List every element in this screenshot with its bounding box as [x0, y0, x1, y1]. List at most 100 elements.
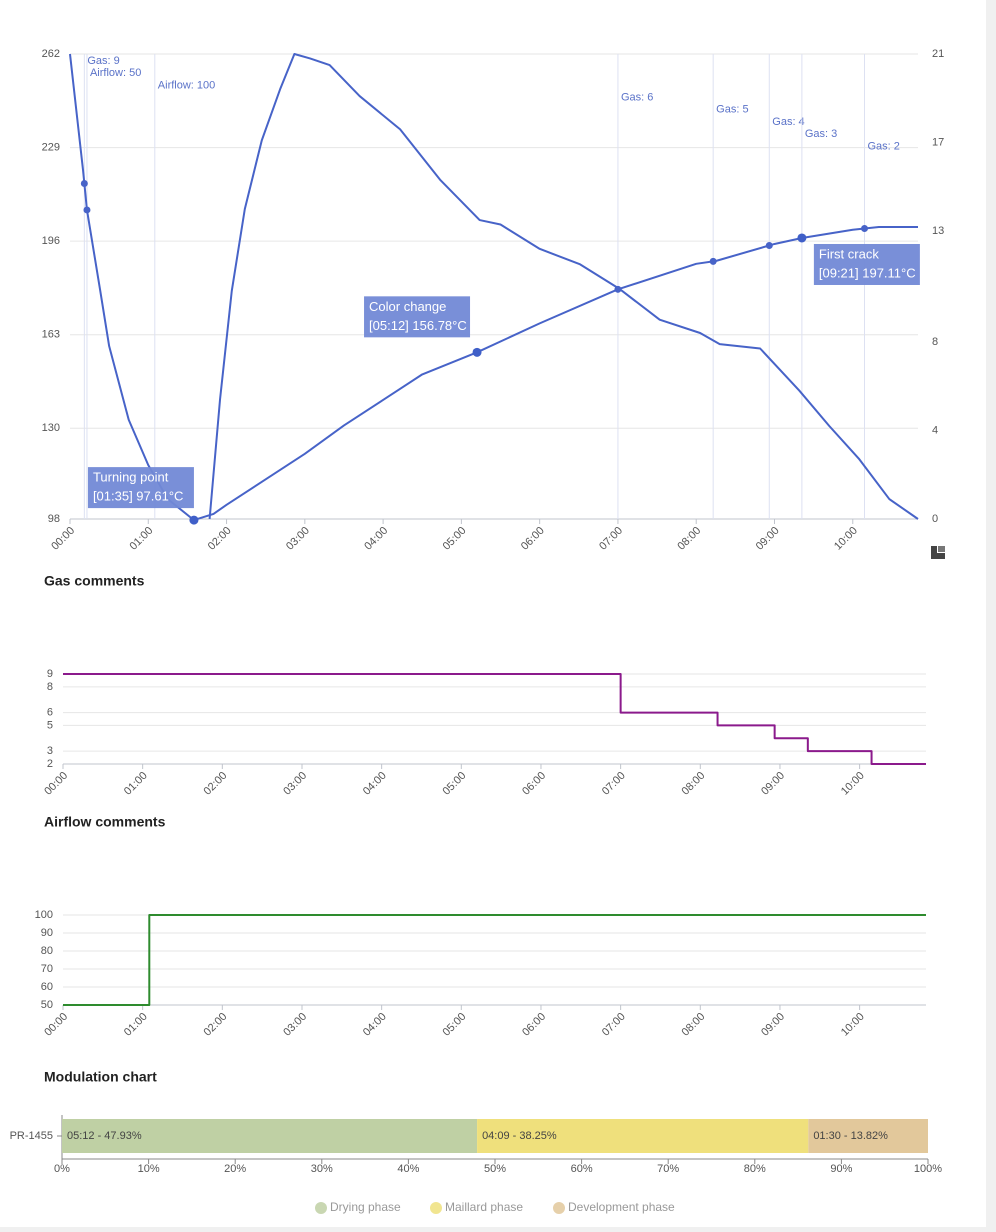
x-tick-label: 30%: [311, 1163, 333, 1175]
y2-tick-label: 8: [932, 336, 938, 348]
x-tick-label: 05:00: [441, 525, 469, 553]
annotation-label: Gas: 6: [621, 92, 653, 104]
x-tick-label: 50%: [484, 1163, 506, 1175]
x-tick-label: 03:00: [281, 770, 309, 798]
x-tick-label: 10:00: [832, 525, 860, 553]
x-tick-label: 08:00: [675, 525, 703, 553]
marker-detail: [05:12] 156.78°C: [369, 318, 467, 333]
x-tick-label: 04:00: [362, 525, 390, 553]
marker-box: [364, 296, 471, 338]
annotation-label: Gas: 3: [805, 128, 837, 140]
x-tick-label: 07:00: [600, 1011, 628, 1039]
chart-title: Gas comments: [44, 573, 145, 589]
bar-segment: [808, 1119, 928, 1153]
y-tick-label: 9: [47, 668, 53, 680]
marker-detail: [09:21] 197.11°C: [819, 265, 916, 280]
series-line: [63, 673, 926, 765]
legend-label: Development phase: [568, 1200, 675, 1214]
event-dot: [83, 206, 91, 214]
annotation-label: Gas: 2: [868, 140, 900, 152]
y-tick-label: 50: [41, 999, 53, 1011]
x-tick-label: 03:00: [284, 525, 312, 553]
legend-swatch: [430, 1202, 442, 1214]
y-tick-label: 90: [41, 927, 53, 939]
x-tick-label: 06:00: [520, 1011, 548, 1039]
legend-swatch: [553, 1202, 565, 1214]
y-tick-label: 98: [48, 513, 60, 525]
x-tick-label: 01:00: [122, 770, 150, 798]
y-tick-label: 6: [47, 706, 53, 718]
event-dot: [614, 285, 622, 293]
export-icon[interactable]: [931, 546, 945, 559]
x-tick-label: 00:00: [49, 525, 77, 553]
y-tick-label: 8: [47, 681, 53, 693]
x-tick-label: 07:00: [600, 770, 628, 798]
x-tick-label: 10:00: [839, 1011, 867, 1039]
marker-point: [189, 515, 199, 525]
x-tick-label: 00:00: [42, 1011, 70, 1039]
y2-tick-label: 17: [932, 136, 944, 148]
category-label: PR-1455: [10, 1130, 53, 1142]
annotation-label: Gas: 5: [716, 104, 748, 116]
value-label: 01:30 - 13.82%: [813, 1130, 888, 1142]
y-tick-label: 130: [42, 422, 60, 434]
legend-label: Drying phase: [330, 1200, 401, 1214]
annotation-label: Gas: 9: [87, 55, 119, 67]
x-tick-label: 90%: [830, 1163, 852, 1175]
value-label: 04:09 - 38.25%: [482, 1130, 557, 1142]
x-tick-label: 00:00: [42, 770, 70, 798]
marker-box: [813, 243, 920, 285]
legend-swatch: [315, 1202, 327, 1214]
bar-segment: [477, 1119, 809, 1153]
x-tick-label: 03:00: [281, 1011, 309, 1039]
y-tick-label: 2: [47, 758, 53, 770]
annotation-label: Airflow: 50: [90, 67, 141, 79]
y-tick-label: 60: [41, 981, 53, 993]
y2-tick-label: 0: [932, 513, 938, 525]
marker-point: [472, 347, 482, 357]
y-tick-label: 163: [42, 329, 60, 341]
y-tick-label: 100: [35, 909, 53, 921]
x-tick-label: 08:00: [680, 1011, 708, 1039]
chart-title: Modulation chart: [44, 1069, 157, 1085]
event-dot: [765, 241, 773, 249]
x-tick-label: 01:00: [128, 525, 156, 553]
y-tick-label: 229: [42, 141, 60, 153]
marker-label: First crack: [819, 246, 879, 261]
event-dot: [709, 257, 717, 265]
x-tick-label: 04:00: [361, 1011, 389, 1039]
series-line: [208, 53, 919, 520]
chart-title: Airflow comments: [44, 814, 166, 830]
y-tick-label: 262: [42, 48, 60, 60]
x-tick-label: 20%: [224, 1163, 246, 1175]
x-tick-label: 40%: [397, 1163, 419, 1175]
x-tick-label: 09:00: [759, 1011, 787, 1039]
x-tick-label: 02:00: [206, 525, 234, 553]
y-tick-label: 5: [47, 719, 53, 731]
y-tick-label: 196: [42, 235, 60, 247]
x-tick-label: 08:00: [680, 770, 708, 798]
value-label: 05:12 - 47.93%: [67, 1130, 142, 1142]
x-tick-label: 05:00: [441, 1011, 469, 1039]
event-dot: [80, 179, 88, 187]
marker-label: Turning point: [93, 470, 169, 485]
marker-box: [87, 467, 194, 509]
x-tick-label: 70%: [657, 1163, 679, 1175]
x-tick-label: 01:00: [122, 1011, 150, 1039]
marker-detail: [01:35] 97.61°C: [93, 489, 184, 504]
x-tick-label: 10%: [138, 1163, 160, 1175]
y2-tick-label: 4: [932, 424, 938, 436]
y-tick-label: 80: [41, 945, 53, 957]
annotation-label: Airflow: 100: [158, 79, 215, 91]
x-tick-label: 10:00: [839, 770, 867, 798]
x-tick-label: 100%: [914, 1163, 942, 1175]
x-tick-label: 60%: [571, 1163, 593, 1175]
x-tick-label: 80%: [744, 1163, 766, 1175]
x-tick-label: 06:00: [519, 525, 547, 553]
x-tick-label: 04:00: [361, 770, 389, 798]
x-tick-label: 0%: [54, 1163, 70, 1175]
marker-label: Color change: [369, 299, 446, 314]
x-tick-label: 06:00: [520, 770, 548, 798]
